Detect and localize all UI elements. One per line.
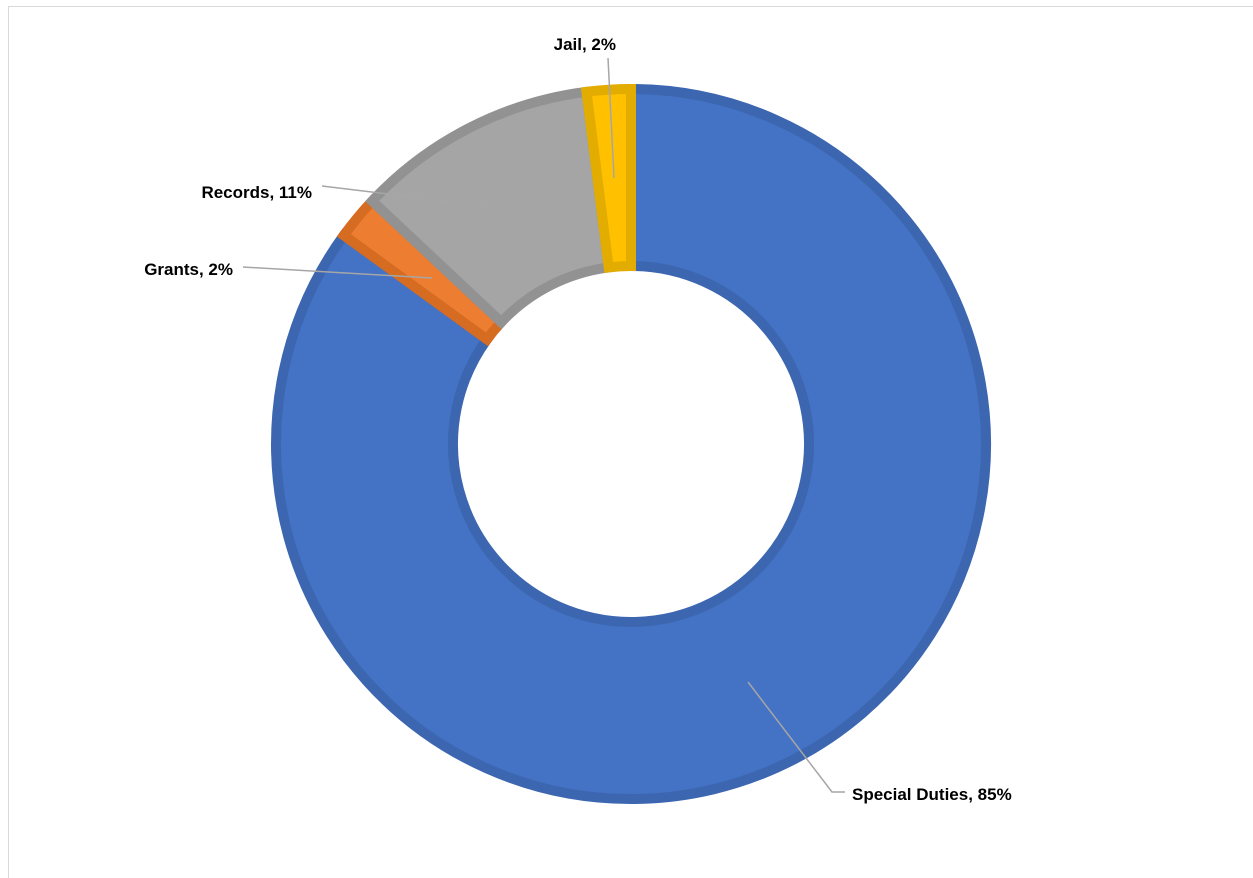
chart-area [8,6,1253,878]
leader-line-records [321,185,506,209]
slice-jail [580,83,636,273]
data-label-grants: Grants, 2% [144,260,233,279]
leader-line-grants [242,266,433,279]
donut-slices [271,83,991,804]
leader-line-jail [607,57,615,179]
data-label-records: Records, 11% [201,183,312,202]
data-labels: Special Duties, 85% Grants, 2% Records, 11… [144,35,1012,804]
leader-line-special-duties [747,681,845,793]
data-label-jail: Jail, 2% [554,35,616,54]
data-label-special-duties: Special Duties, 85% [852,785,1012,804]
leader-lines [242,57,845,793]
slice-special-duties [271,83,991,804]
